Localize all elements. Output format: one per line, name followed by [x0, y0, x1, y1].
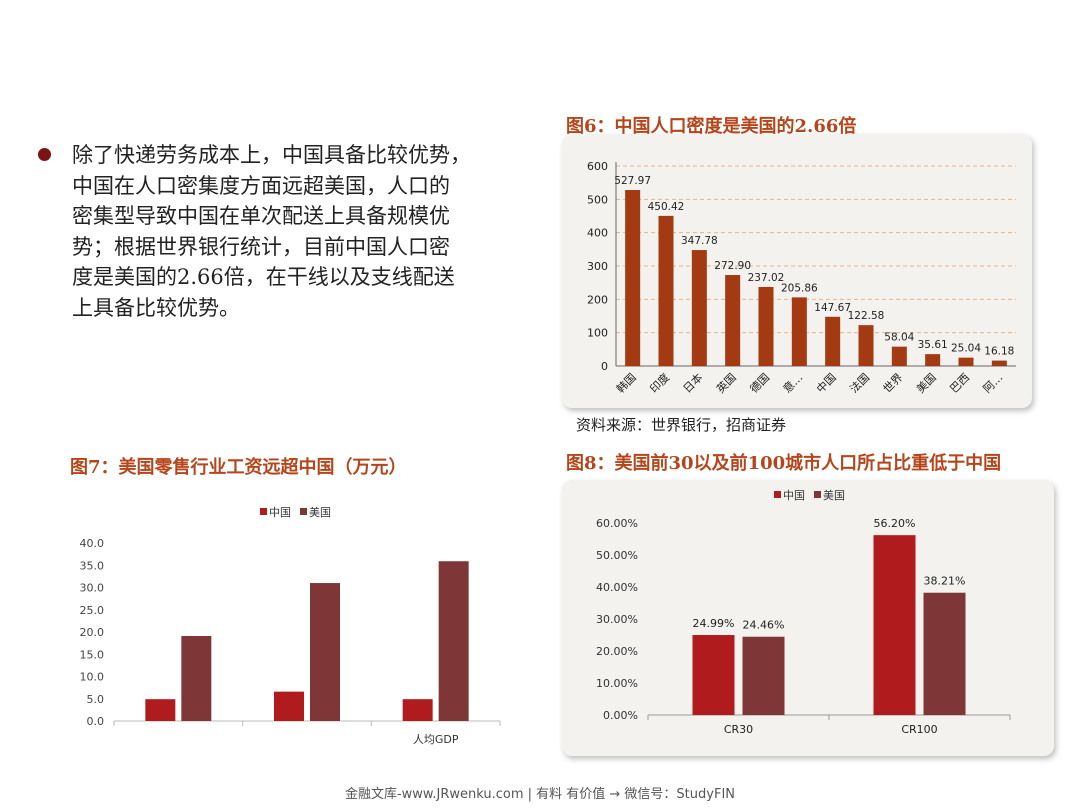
fig6-data-label: 35.61 — [918, 339, 948, 351]
fig6-bar — [891, 346, 907, 366]
fig6-category-label: 美国 — [914, 371, 939, 396]
fig7-bar-china — [274, 691, 304, 721]
fig8-ytick-label: 40.00% — [596, 581, 638, 594]
fig6-ytick-label: 200 — [587, 293, 608, 306]
bullet-line-1: 除了快递劳务成本上，中国具备比较优势， — [72, 143, 471, 167]
fig7-ytick-label: 0.0 — [87, 715, 105, 728]
fig6-bar — [658, 215, 674, 366]
fig8-bar-usa — [742, 636, 785, 715]
fig6-data-label: 237.02 — [748, 272, 785, 284]
fig7-legend-swatch — [300, 508, 307, 515]
fig8-panel — [562, 480, 1054, 756]
fig8-legend-swatch — [774, 491, 781, 498]
fig7-ytick-label: 10.0 — [80, 671, 105, 684]
fig7-bar-usa — [310, 583, 340, 721]
fig6-title: 图6：中国人口密度是美国的2.66倍 — [566, 116, 857, 137]
fig7-ytick-label: 40.0 — [80, 537, 105, 550]
fig7-ytick-label: 25.0 — [80, 604, 105, 617]
fig8-data-label: 24.46% — [743, 619, 785, 632]
fig6-bar — [758, 286, 774, 366]
fig6-data-label: 25.04 — [951, 343, 981, 355]
fig6-ytick-label: 300 — [587, 260, 608, 273]
bullet-paragraph: 除了快递劳务成本上，中国具备比较优势， 中国在人口密集度方面远超美国，人口的 密… — [72, 140, 471, 323]
fig6-data-label: 450.42 — [648, 201, 685, 213]
fig6-category-label: 英国 — [713, 370, 738, 395]
fig7-category-label: 人均GDP — [413, 733, 459, 746]
footer-watermark: 金融文库-www.JRwenku.com | 有料 有价值 → 微信号：Stud… — [344, 787, 736, 802]
fig8-title: 图8：美国前30以及前100城市人口所占比重低于中国 — [566, 453, 1002, 474]
fig6-data-label: 272.90 — [714, 260, 751, 272]
fig6-ytick-label: 600 — [587, 160, 608, 173]
fig7-legend-swatch — [260, 508, 267, 515]
fig8-bar-china — [692, 635, 735, 715]
fig6-category-label: 德国 — [747, 370, 772, 395]
fig6-category-label: 法国 — [847, 370, 872, 395]
fig7-ytick-label: 30.0 — [80, 582, 105, 595]
fig6-ytick-label: 400 — [587, 227, 608, 240]
fig8-ytick-label: 30.00% — [596, 613, 638, 626]
fig6-ytick-label: 500 — [587, 193, 608, 206]
fig6-data-label: 147.67 — [814, 302, 851, 314]
bullet-line-4: 势；根据世界银行统计，目前中国人口密 — [72, 234, 450, 259]
fig6-category-label: 日本 — [680, 370, 705, 395]
fig7-bar-china — [145, 699, 176, 721]
fig8-data-label: 38.21% — [924, 575, 966, 588]
fig7-legend-label: 中国 — [269, 506, 291, 519]
fig8-ytick-label: 20.00% — [596, 645, 638, 658]
fig6-category-label: 巴西 — [947, 371, 972, 396]
fig7-bar-usa — [181, 636, 212, 721]
fig8-category-label: CR30 — [724, 723, 753, 736]
fig6-category-label: 意… — [780, 370, 805, 395]
fig7-ytick-label: 15.0 — [80, 648, 105, 661]
fig6-bar — [925, 354, 941, 366]
fig7-bar-china — [402, 699, 433, 721]
fig7-legend-label: 美国 — [309, 506, 331, 519]
fig6-category-label: 中国 — [814, 371, 839, 396]
fig7-title: 图7：美国零售行业工资远超中国（万元） — [70, 457, 407, 478]
fig6-bar — [625, 190, 641, 366]
fig6-data-label: 122.58 — [848, 310, 885, 322]
fig6-bar — [725, 275, 741, 366]
fig6-ytick-label: 0 — [601, 360, 608, 373]
fig6-category-label: 阿… — [981, 371, 1006, 396]
fig6-data-label: 527.97 — [614, 175, 651, 187]
bullet-line-3: 密集型导致中国在单次配送上具备规模优 — [72, 204, 450, 228]
fig8-ytick-label: 50.00% — [596, 549, 638, 562]
fig6-source: 资料来源：世界银行，招商证券 — [576, 416, 787, 434]
fig6-bar — [991, 360, 1007, 366]
bullet-line-6: 上具备比较优势。 — [72, 295, 240, 320]
fig8-legend-label: 美国 — [823, 489, 845, 502]
bullet-line-5: 度是美国的2.66倍，在干线以及支线配送 — [72, 265, 455, 289]
bullet-dot — [38, 148, 51, 161]
fig6-category-label: 印度 — [647, 370, 672, 395]
fig6-data-label: 347.78 — [681, 235, 718, 247]
bullet-line-2: 中国在人口密集度方面远超美国，人口的 — [72, 173, 450, 198]
fig8-data-label: 56.20% — [874, 517, 916, 530]
fig6-data-label: 16.18 — [984, 346, 1014, 358]
fig8-bar-usa — [923, 592, 966, 715]
fig6-bar — [858, 325, 874, 366]
fig8-data-label: 24.99% — [693, 617, 735, 630]
fig6-bar — [791, 297, 807, 366]
fig6-category-label: 韩国 — [613, 370, 638, 395]
fig8-ytick-label: 60.00% — [596, 517, 638, 530]
fig7-bar-usa — [438, 561, 469, 721]
fig7-ytick-label: 35.0 — [80, 559, 105, 572]
fig6-bar — [825, 316, 841, 366]
fig6-category-label: 世界 — [881, 371, 906, 396]
fig8-legend-swatch — [814, 491, 821, 498]
fig8-category-label: CR100 — [901, 723, 937, 736]
fig6-bar — [958, 357, 974, 366]
fig6-data-label: 58.04 — [884, 332, 914, 344]
fig7-ytick-label: 20.0 — [80, 626, 105, 639]
fig8-bar-china — [873, 535, 916, 715]
fig8-ytick-label: 10.00% — [596, 677, 638, 690]
fig6-bar — [691, 250, 707, 366]
fig8-ytick-label: 0.00% — [603, 709, 638, 722]
fig6-data-label: 205.86 — [781, 282, 818, 294]
fig7-ytick-label: 5.0 — [87, 693, 105, 706]
fig6-ytick-label: 100 — [587, 327, 608, 340]
fig8-legend-label: 中国 — [783, 489, 805, 502]
